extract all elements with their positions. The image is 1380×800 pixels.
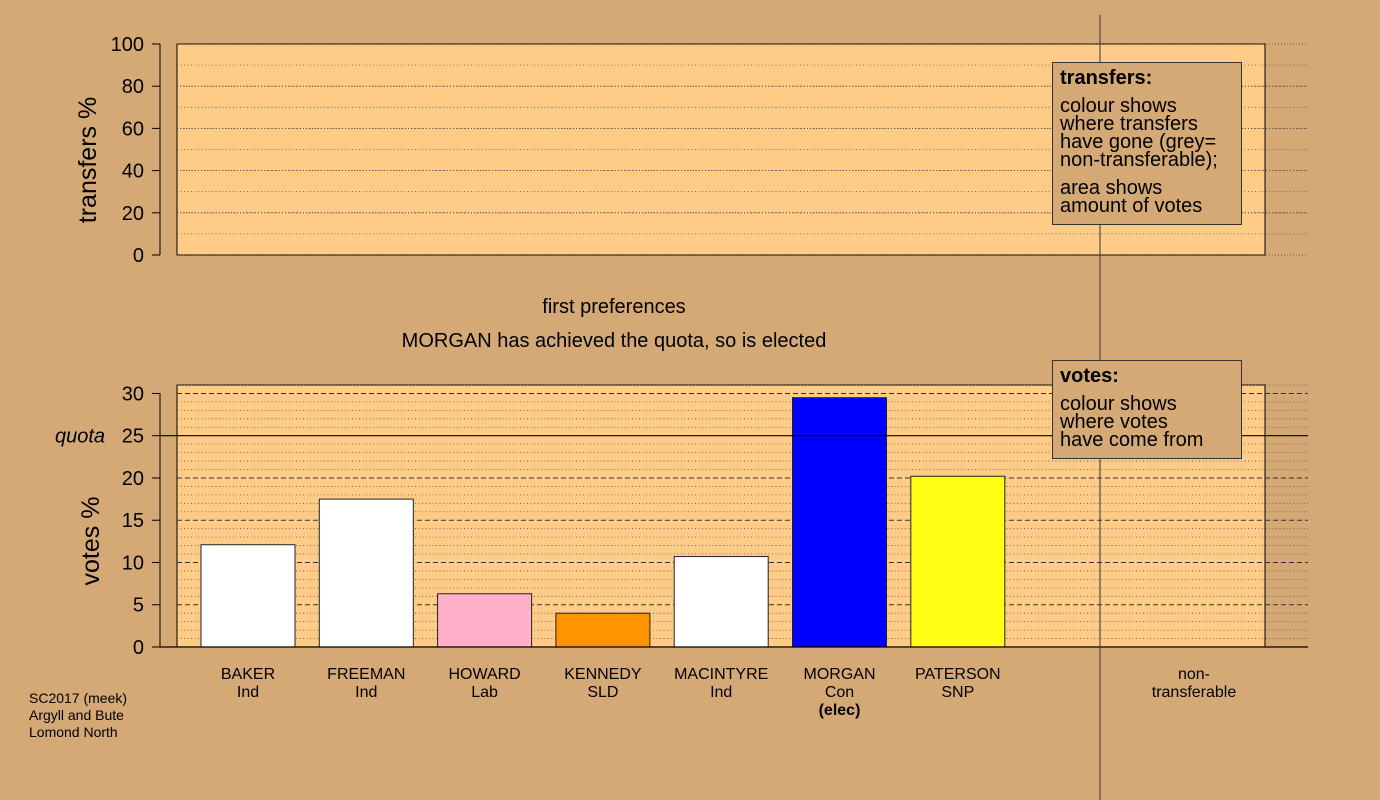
party-label: SLD	[587, 684, 618, 701]
votes-legend-line: colour shows	[1060, 393, 1177, 415]
nontransferable-label: non-	[1178, 666, 1210, 683]
transfers-ylabel: transfers %	[74, 97, 102, 223]
bar-macintyre	[673, 556, 769, 648]
transfers-ytick-label: 60	[122, 118, 144, 140]
votes-legend: votes: colour shows where votes have com…	[1052, 360, 1242, 459]
bar-baker	[200, 544, 296, 648]
candidate-label: BAKER	[221, 666, 275, 683]
transfers-legend-line: where transfers	[1060, 113, 1198, 135]
footer-line: Argyll and Bute	[29, 707, 124, 723]
transfers-legend-line: area shows	[1060, 177, 1163, 199]
transfers-legend-line: have gone (grey=	[1060, 131, 1217, 153]
votes-ylabel: votes %	[77, 497, 105, 586]
bar-morgan	[792, 397, 887, 648]
candidate-label: PATERSON	[915, 666, 1001, 683]
votes-legend-line: where votes	[1060, 411, 1168, 433]
party-label: Ind	[237, 684, 259, 701]
votes-ytick-label: 15	[122, 510, 144, 532]
votes-ytick-label: 25	[122, 426, 144, 448]
source-footer: SC2017 (meek) Argyll and Bute Lomond Nor…	[29, 690, 127, 741]
bar-paterson	[910, 475, 1006, 648]
transfers-ytick-label: 100	[111, 34, 144, 56]
stage-title: first preferences	[542, 296, 685, 318]
votes-ytick-label: 0	[133, 637, 144, 659]
party-label: Lab	[471, 684, 498, 701]
bar-kennedy	[555, 612, 651, 648]
party-label: Con	[825, 684, 854, 701]
footer-line: Lomond North	[29, 724, 118, 740]
votes-ytick-label: 10	[122, 552, 144, 574]
elected-note: (elec)	[819, 702, 861, 719]
party-label: Ind	[710, 684, 732, 701]
party-label: Ind	[355, 684, 377, 701]
bar-freeman	[318, 498, 414, 648]
party-label: SNP	[941, 684, 974, 701]
transfers-legend-line: non-transferable);	[1060, 149, 1218, 171]
votes-legend-line: have come from	[1060, 429, 1204, 451]
bar-howard	[437, 593, 533, 648]
quota-label: quota	[55, 426, 105, 448]
transfers-legend: transfers: colour shows where transfers …	[1052, 62, 1242, 225]
transfers-legend-line: colour shows	[1060, 95, 1177, 117]
nontransferable-label: transferable	[1152, 684, 1237, 701]
transfers-ytick-label: 80	[122, 76, 144, 98]
footer-line: SC2017 (meek)	[29, 690, 128, 706]
candidate-label: MORGAN	[804, 666, 876, 683]
candidate-label: MACINTYRE	[674, 666, 768, 683]
transfers-ytick-label: 0	[133, 245, 144, 267]
votes-ytick-label: 30	[122, 383, 144, 405]
transfers-legend-line: amount of votes	[1060, 195, 1203, 217]
transfers-ytick-label: 20	[122, 203, 144, 225]
votes-ytick-label: 20	[122, 468, 144, 490]
transfers-ytick-label: 40	[122, 161, 144, 183]
candidate-label: FREEMAN	[327, 666, 405, 683]
votes-ytick-label: 5	[133, 595, 144, 617]
candidate-label: HOWARD	[448, 666, 520, 683]
transfers-legend-title: transfers:	[1060, 67, 1153, 89]
votes-legend-title: votes:	[1060, 365, 1119, 387]
candidate-label: KENNEDY	[564, 666, 642, 683]
stage-subtitle: MORGAN has achieved the quota, so is ele…	[402, 330, 827, 352]
